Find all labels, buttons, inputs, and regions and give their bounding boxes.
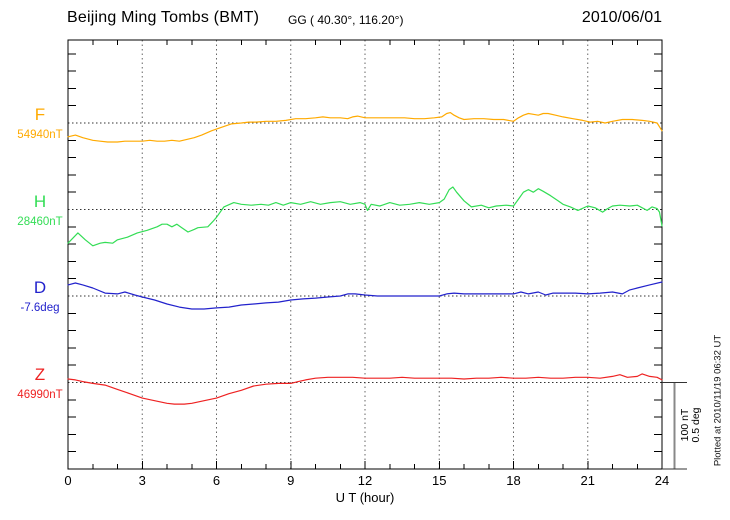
plotted-timestamp-note: Plotted at 2010/11/19 06:32 UT: [712, 334, 724, 467]
series-ref-value-D: -7.6deg: [20, 302, 60, 314]
trace-D: [67, 281, 663, 310]
x-tick-label-9: 9: [287, 473, 295, 488]
plot-frame: [67, 39, 663, 470]
geographic-coordinates: GG ( 40.30°, 116.20°): [288, 13, 404, 27]
station-title: Beijing Ming Tombs (BMT): [67, 9, 260, 26]
x-tick-label-24: 24: [654, 473, 670, 488]
series-ref-value-Z: 46990nT: [17, 388, 63, 401]
x-tick-label-0: 0: [64, 473, 72, 488]
x-tick-label-3: 3: [138, 473, 146, 488]
series-label-F: F: [34, 105, 46, 124]
trace-F: [67, 111, 663, 143]
scale-bar-label: 100 nT 0.5 deg: [679, 395, 702, 455]
series-label-D: D: [33, 278, 47, 297]
series-ref-value-H: 28460nT: [17, 215, 63, 228]
series-ref-value-F: 54940nT: [17, 129, 63, 141]
scale-bar-deg-label: 0.5 deg: [690, 407, 702, 443]
plot-date: 2010/06/01: [581, 9, 662, 26]
trace-H: [67, 186, 663, 247]
x-axis-title: U T (hour): [335, 490, 395, 505]
x-tick-label-18: 18: [506, 473, 521, 488]
x-tick-label-6: 6: [212, 473, 221, 488]
series-label-Z: Z: [34, 364, 46, 384]
x-tick-label-12: 12: [357, 473, 373, 488]
series-label-H: H: [33, 191, 47, 211]
x-tick-label-15: 15: [432, 473, 447, 488]
x-tick-label-21: 21: [580, 473, 595, 488]
trace-Z: [67, 373, 663, 405]
